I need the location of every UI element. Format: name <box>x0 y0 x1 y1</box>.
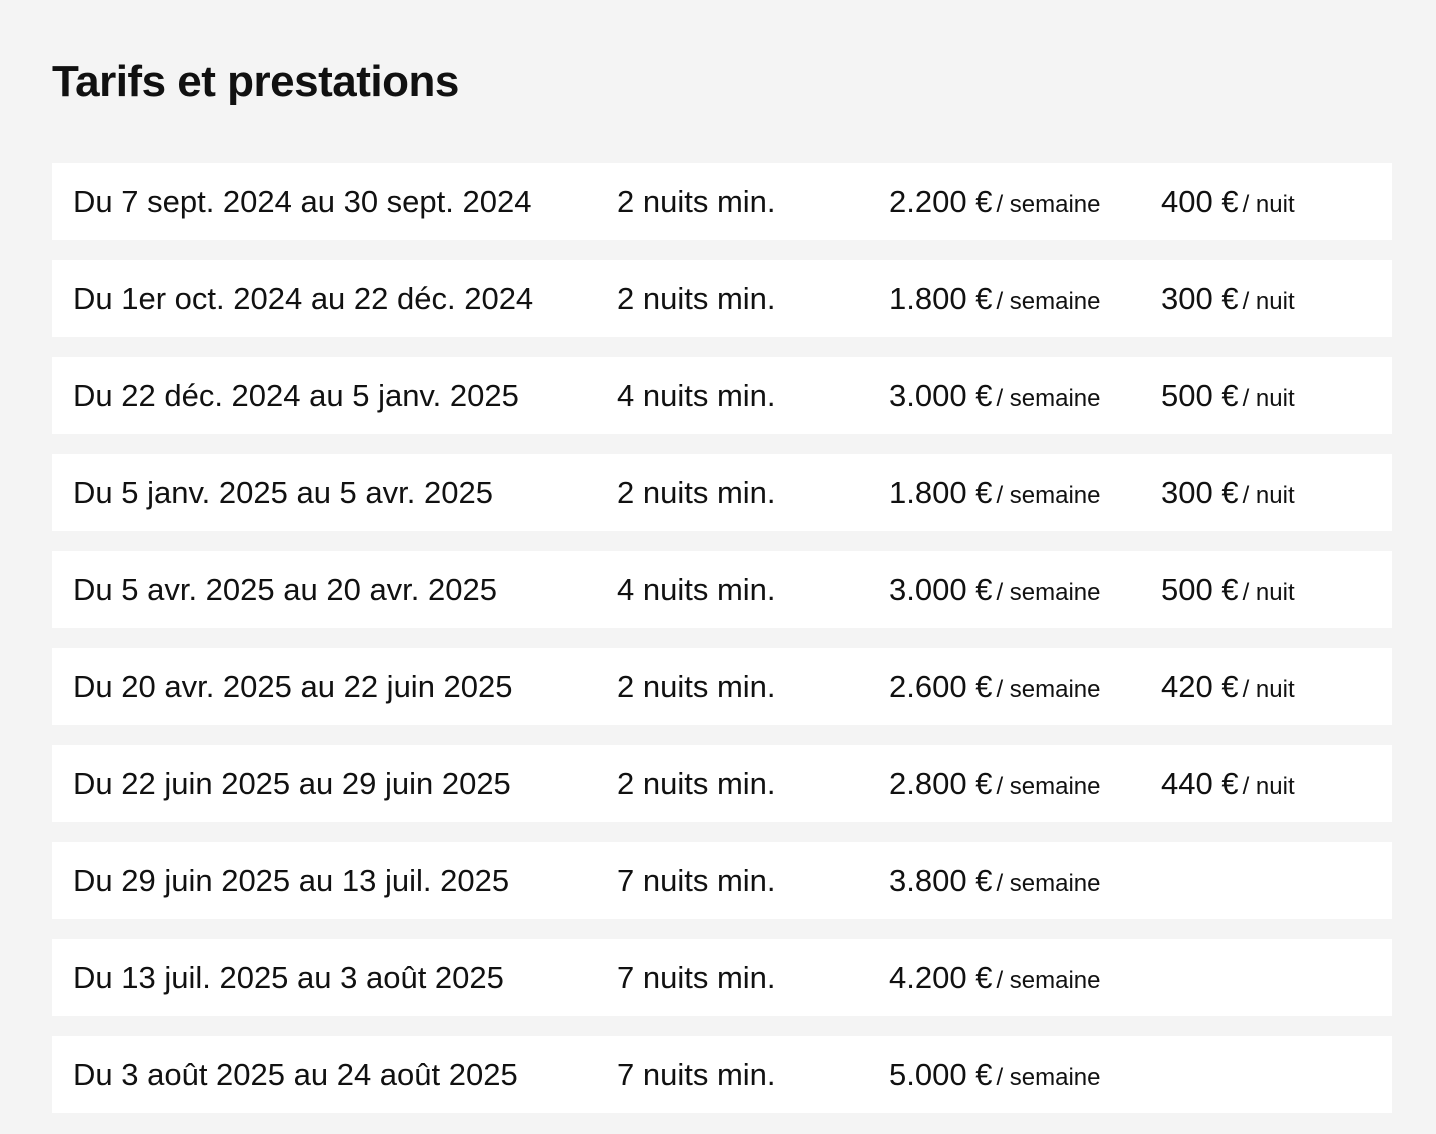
weekly-price: 3.000 € <box>889 378 993 413</box>
nightly-price-cell: 500 € / nuit <box>1161 551 1295 628</box>
period-cell: Du 7 sept. 2024 au 30 sept. 2024 <box>73 184 532 219</box>
weekly-unit: / semaine <box>996 967 1101 994</box>
table-row: Du 1er oct. 2024 au 22 déc. 2024 2 nuits… <box>52 260 1392 337</box>
nightly-price-cell: 300 € / nuit <box>1161 454 1295 531</box>
nightly-price-cell: 400 € / nuit <box>1161 163 1295 240</box>
nightly-price: 300 € <box>1161 475 1239 510</box>
weekly-price-cell: 3.800 € / semaine <box>889 842 1101 919</box>
nightly-price-cell: 300 € / nuit <box>1161 260 1295 337</box>
weekly-unit: / semaine <box>996 676 1101 703</box>
page-title: Tarifs et prestations <box>52 57 459 106</box>
nightly-price: 300 € <box>1161 281 1239 316</box>
nightly-price-cell: 420 € / nuit <box>1161 648 1295 725</box>
period-cell: Du 1er oct. 2024 au 22 déc. 2024 <box>73 281 534 316</box>
period-cell: Du 29 juin 2025 au 13 juil. 2025 <box>73 863 510 898</box>
min-nights-cell: 2 nuits min. <box>617 766 776 801</box>
period-cell: Du 3 août 2025 au 24 août 2025 <box>73 1057 518 1092</box>
table-row: Du 5 avr. 2025 au 20 avr. 2025 4 nuits m… <box>52 551 1392 628</box>
table-row: Du 3 août 2025 au 24 août 2025 7 nuits m… <box>52 1036 1392 1113</box>
period-cell: Du 22 juin 2025 au 29 juin 2025 <box>73 766 511 801</box>
weekly-price: 2.600 € <box>889 669 993 704</box>
min-nights-cell: 2 nuits min. <box>617 184 776 219</box>
period-cell: Du 13 juil. 2025 au 3 août 2025 <box>73 960 504 995</box>
weekly-price-cell: 5.000 € / semaine <box>889 1036 1101 1113</box>
weekly-price-cell: 4.200 € / semaine <box>889 939 1101 1016</box>
nightly-price: 400 € <box>1161 184 1239 219</box>
weekly-unit: / semaine <box>996 482 1101 509</box>
weekly-price-cell: 1.800 € / semaine <box>889 260 1101 337</box>
weekly-price: 3.000 € <box>889 572 993 607</box>
min-nights-cell: 4 nuits min. <box>617 378 776 413</box>
nightly-price: 500 € <box>1161 378 1239 413</box>
table-row: Du 29 juin 2025 au 13 juil. 2025 7 nuits… <box>52 842 1392 919</box>
table-row: Du 22 déc. 2024 au 5 janv. 2025 4 nuits … <box>52 357 1392 434</box>
nightly-unit: / nuit <box>1242 773 1295 800</box>
nightly-price: 440 € <box>1161 766 1239 801</box>
weekly-unit: / semaine <box>996 579 1101 606</box>
weekly-price-cell: 1.800 € / semaine <box>889 454 1101 531</box>
weekly-unit: / semaine <box>996 191 1101 218</box>
weekly-price: 2.800 € <box>889 766 993 801</box>
table-row: Du 20 avr. 2025 au 22 juin 2025 2 nuits … <box>52 648 1392 725</box>
nightly-unit: / nuit <box>1242 482 1295 509</box>
nightly-unit: / nuit <box>1242 288 1295 315</box>
pricing-table: Du 7 sept. 2024 au 30 sept. 2024 2 nuits… <box>52 163 1392 1113</box>
nightly-price-cell: 440 € / nuit <box>1161 745 1295 822</box>
weekly-unit: / semaine <box>996 870 1101 897</box>
period-cell: Du 20 avr. 2025 au 22 juin 2025 <box>73 669 513 704</box>
weekly-price: 1.800 € <box>889 475 993 510</box>
period-cell: Du 5 avr. 2025 au 20 avr. 2025 <box>73 572 497 607</box>
table-row: Du 22 juin 2025 au 29 juin 2025 2 nuits … <box>52 745 1392 822</box>
min-nights-cell: 2 nuits min. <box>617 669 776 704</box>
weekly-price-cell: 2.800 € / semaine <box>889 745 1101 822</box>
weekly-price-cell: 2.600 € / semaine <box>889 648 1101 725</box>
nightly-unit: / nuit <box>1242 579 1295 606</box>
weekly-price-cell: 3.000 € / semaine <box>889 357 1101 434</box>
period-cell: Du 22 déc. 2024 au 5 janv. 2025 <box>73 378 519 413</box>
weekly-unit: / semaine <box>996 288 1101 315</box>
min-nights-cell: 7 nuits min. <box>617 1057 776 1092</box>
nightly-price-cell: 500 € / nuit <box>1161 357 1295 434</box>
min-nights-cell: 4 nuits min. <box>617 572 776 607</box>
table-row: Du 5 janv. 2025 au 5 avr. 2025 2 nuits m… <box>52 454 1392 531</box>
weekly-price: 4.200 € <box>889 960 993 995</box>
min-nights-cell: 2 nuits min. <box>617 475 776 510</box>
nightly-price: 420 € <box>1161 669 1239 704</box>
min-nights-cell: 7 nuits min. <box>617 863 776 898</box>
period-cell: Du 5 janv. 2025 au 5 avr. 2025 <box>73 475 493 510</box>
min-nights-cell: 7 nuits min. <box>617 960 776 995</box>
weekly-unit: / semaine <box>996 773 1101 800</box>
nightly-price: 500 € <box>1161 572 1239 607</box>
weekly-price: 3.800 € <box>889 863 993 898</box>
min-nights-cell: 2 nuits min. <box>617 281 776 316</box>
weekly-price-cell: 2.200 € / semaine <box>889 163 1101 240</box>
weekly-price: 1.800 € <box>889 281 993 316</box>
weekly-unit: / semaine <box>996 1064 1101 1091</box>
table-row: Du 13 juil. 2025 au 3 août 2025 7 nuits … <box>52 939 1392 1016</box>
table-row: Du 7 sept. 2024 au 30 sept. 2024 2 nuits… <box>52 163 1392 240</box>
weekly-unit: / semaine <box>996 385 1101 412</box>
nightly-unit: / nuit <box>1242 676 1295 703</box>
nightly-unit: / nuit <box>1242 191 1295 218</box>
weekly-price: 5.000 € <box>889 1057 993 1092</box>
weekly-price-cell: 3.000 € / semaine <box>889 551 1101 628</box>
nightly-unit: / nuit <box>1242 385 1295 412</box>
weekly-price: 2.200 € <box>889 184 993 219</box>
